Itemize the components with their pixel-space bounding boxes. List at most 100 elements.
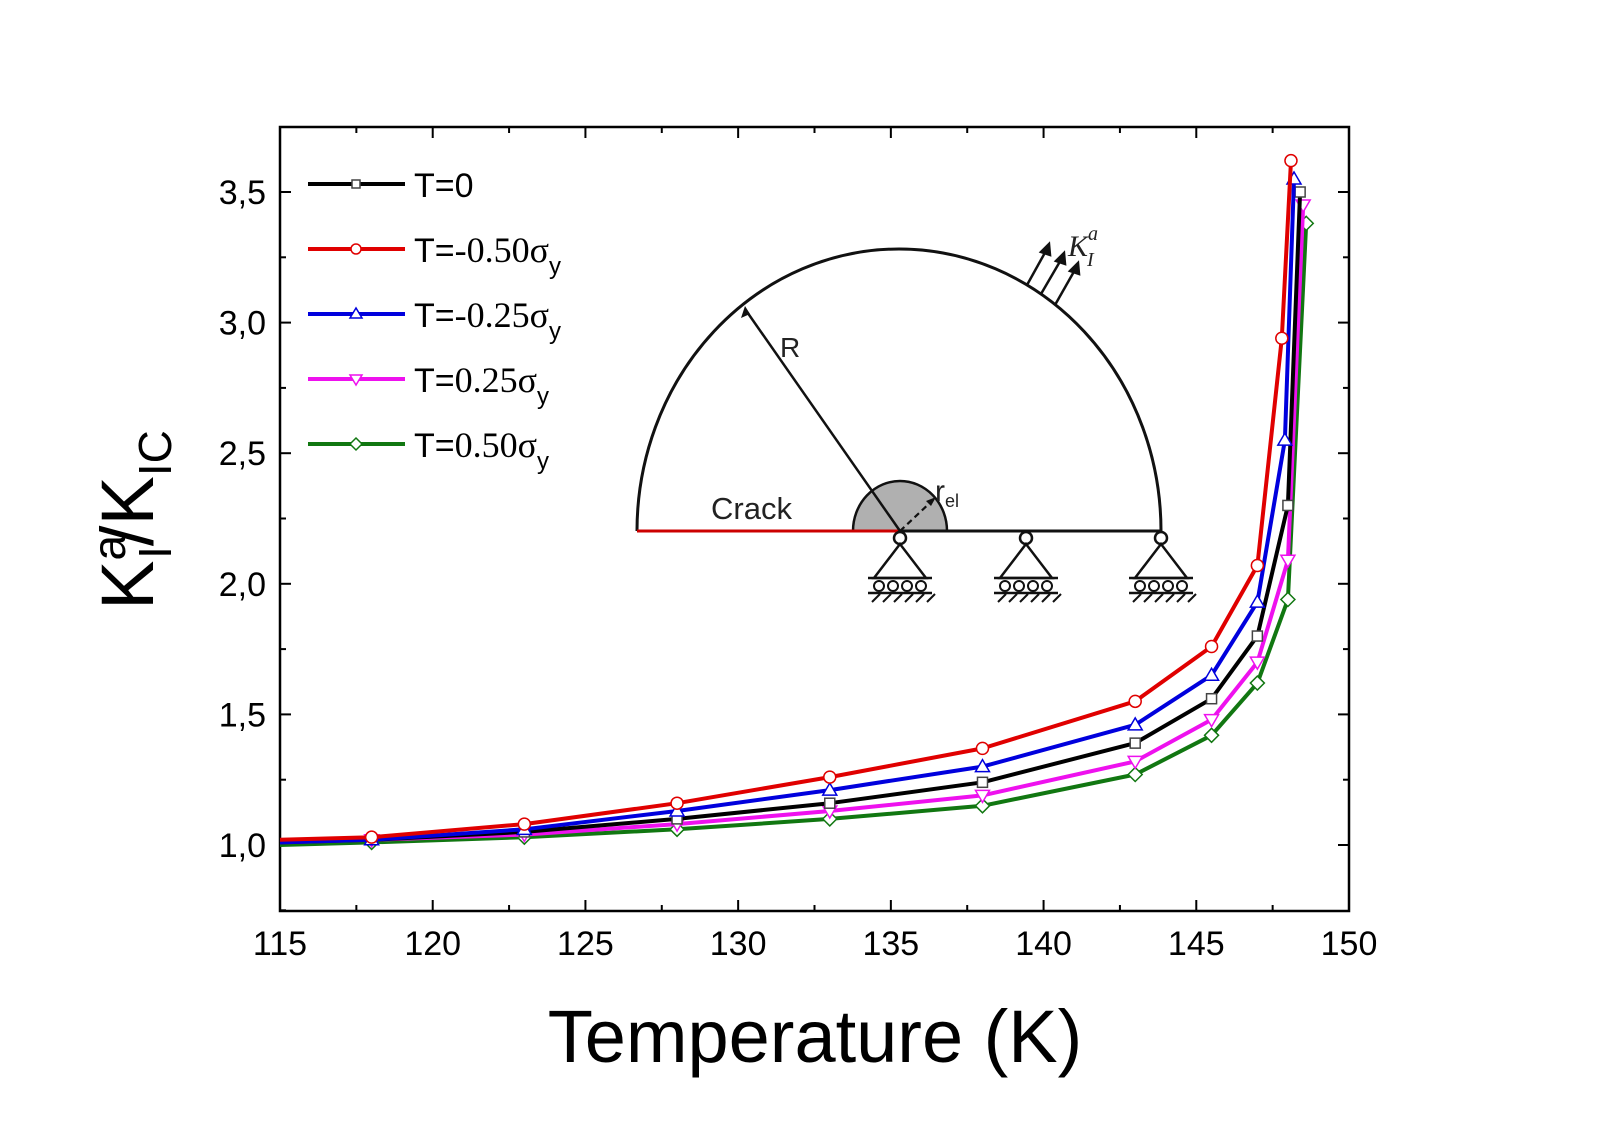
roller xyxy=(915,580,927,592)
series-circle xyxy=(279,153,1298,844)
x-tick-label: 145 xyxy=(1168,925,1225,963)
ground-hatch xyxy=(1008,593,1018,603)
radius-arrow xyxy=(743,308,902,532)
x-tick-label: 125 xyxy=(557,925,614,963)
roller xyxy=(1176,580,1188,592)
roller xyxy=(1041,580,1053,592)
y-tick-label: 2,0 xyxy=(219,566,266,604)
marker-triangle-up xyxy=(1126,716,1144,731)
inset-label-crack: Crack xyxy=(711,491,792,526)
x-tick-label: 140 xyxy=(1015,925,1072,963)
marker-square xyxy=(351,179,361,189)
support-triangle xyxy=(871,541,929,580)
marker-circle xyxy=(823,770,837,784)
legend-item: T=0 xyxy=(308,167,474,205)
ground-hatch xyxy=(882,593,892,603)
marker-diamond xyxy=(348,436,364,452)
svg-text:KaI/KIC: KaI/KIC xyxy=(83,430,181,610)
ground-hatch xyxy=(1154,593,1164,603)
series-square xyxy=(279,186,1306,846)
marker-circle xyxy=(1250,558,1265,573)
marker-square xyxy=(1294,186,1306,198)
roller xyxy=(873,580,885,592)
marker-triangle-down xyxy=(974,789,991,804)
legend-item: T=-0.50σy xyxy=(308,230,561,280)
roller-support xyxy=(994,530,1062,603)
marker-triangle-up xyxy=(1276,431,1294,446)
legend: T=0 T=-0.50σy T=-0.25σy T=0.25σy T=0.50σy xyxy=(308,167,561,475)
roller xyxy=(1148,580,1160,592)
roller-support xyxy=(1129,530,1197,603)
x-tick-label: 120 xyxy=(404,925,461,963)
radius-arrowhead xyxy=(741,306,750,318)
marker-triangle-down xyxy=(1203,713,1220,729)
marker-diamond xyxy=(1249,674,1266,692)
inset-label-r-el: rel xyxy=(935,475,959,511)
roller xyxy=(1013,580,1025,592)
ground-hatch xyxy=(1143,593,1153,603)
inset-diagram: R Crack rel Ka I xyxy=(635,223,1197,603)
marker-circle xyxy=(1204,639,1219,654)
roller xyxy=(887,580,899,592)
load-arrows xyxy=(1025,241,1081,306)
marker-circle xyxy=(975,741,990,756)
ground-hatch xyxy=(926,593,936,603)
support-triangle xyxy=(997,541,1055,580)
ground-hatch xyxy=(1187,593,1197,603)
marker-triangle-up xyxy=(821,781,839,796)
marker-triangle-up xyxy=(668,802,686,817)
legend-label: T=-0.25σy xyxy=(414,295,561,345)
ground-hatch xyxy=(871,593,881,603)
series-group xyxy=(279,153,1315,851)
inset-label-k: Ka I xyxy=(1067,223,1098,271)
roller xyxy=(1162,580,1174,592)
marker-diamond xyxy=(1279,591,1296,608)
legend-label: T=0.50σy xyxy=(414,425,549,475)
ground-hatch xyxy=(1165,593,1175,603)
marker-diamond xyxy=(974,797,991,814)
marker-circle xyxy=(1284,153,1298,168)
support-triangle xyxy=(1132,541,1190,580)
roller xyxy=(999,580,1011,592)
roller xyxy=(901,580,913,592)
ground-hatch xyxy=(915,593,925,603)
ground-hatch xyxy=(1041,593,1051,603)
plastic-zone xyxy=(851,479,949,533)
marker-square xyxy=(1282,499,1294,512)
marker-diamond xyxy=(1203,727,1220,744)
marker-circle xyxy=(1128,694,1142,709)
marker-square xyxy=(1205,692,1218,705)
marker-triangle-down xyxy=(1279,554,1297,569)
ground-hatch xyxy=(997,593,1007,603)
ground-hatch xyxy=(1132,593,1142,603)
marker-triangle-up xyxy=(1203,666,1220,681)
legend-label: T=-0.50σy xyxy=(414,230,561,280)
marker-triangle-up xyxy=(974,758,991,773)
outer-semicircle xyxy=(635,247,1163,532)
marker-diamond xyxy=(1127,766,1144,783)
marker-square xyxy=(976,776,989,789)
marker-circle xyxy=(670,796,684,810)
y-tick-label: 1,5 xyxy=(219,696,266,734)
marker-circle xyxy=(1275,331,1289,346)
y-tick-label: 1,0 xyxy=(219,827,266,865)
x-ticks: 115 120 125 130 135 140 145 150 xyxy=(253,127,1377,963)
legend-label: T=0.25σy xyxy=(414,360,549,410)
y-axis-title: KaI/KIC xyxy=(83,430,181,610)
ground-hatch xyxy=(1030,593,1040,603)
ground-hatch xyxy=(893,593,903,603)
roller xyxy=(1134,580,1146,592)
series-diamond xyxy=(279,215,1315,851)
ground-hatch xyxy=(1052,593,1062,603)
y-ticks: 1,0 1,5 2,0 2,5 3,0 3,5 xyxy=(219,174,1349,912)
legend-label: T=0 xyxy=(414,167,474,205)
y-tick-label: 3,0 xyxy=(219,305,266,343)
marker-circle xyxy=(350,243,362,255)
r-el-dashed xyxy=(899,499,934,532)
roller-supports xyxy=(868,530,1197,603)
y-tick-label: 2,5 xyxy=(219,435,266,473)
marker-triangle-up xyxy=(348,306,364,319)
ground-hatch xyxy=(1019,593,1029,603)
x-axis-title: Temperature (K) xyxy=(548,995,1083,1078)
